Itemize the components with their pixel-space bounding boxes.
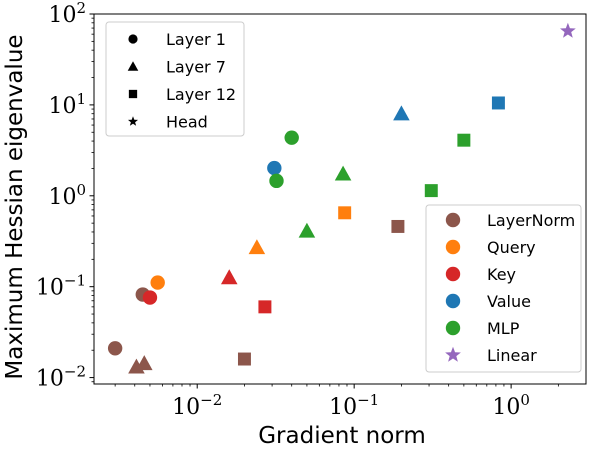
data-point-triangle: [220, 269, 238, 285]
x-axis-label: Gradient norm: [258, 423, 426, 449]
data-point-square: [457, 133, 471, 147]
plot-frame: [93, 13, 587, 385]
color-legend-label: Key: [487, 265, 516, 284]
x-tick-label: 10−2: [172, 391, 222, 420]
axes: 10−2 10−1 100 10−2 10−1 100 101 102: [36, 0, 587, 420]
color-legend-circle-icon: [445, 293, 461, 309]
data-point-circle: [142, 290, 158, 305]
data-point-circle: [284, 130, 299, 145]
color-legend-box: [425, 204, 582, 373]
marker-legend-label: Layer 1: [166, 30, 226, 49]
color-legend-circle-icon: [445, 266, 461, 282]
y-tick-label: 102: [48, 0, 86, 28]
marker-legend-label: Head: [166, 113, 208, 132]
data-point-square: [237, 352, 251, 366]
marker-legend-circle-icon: [128, 34, 138, 44]
marker-legend-square-icon: [128, 89, 138, 99]
data-point-square: [338, 206, 352, 220]
data-point-circle: [107, 341, 123, 356]
y-tick-label: 10−1: [36, 272, 86, 301]
color-legend-circle-icon: [445, 212, 461, 228]
marker-legend-label: Layer 12: [166, 85, 236, 104]
x-tick-label: 10−1: [329, 391, 379, 420]
marker-legend-box: [105, 21, 245, 137]
data-point-triangle: [393, 105, 410, 121]
y-axis-label: Maximum Hessian eigenvalue: [2, 34, 28, 379]
y-tick-label: 10−2: [36, 363, 86, 392]
data-point-square: [424, 184, 438, 198]
marker-legend-triangle-icon: [127, 61, 139, 71]
marker-legend-label: Layer 7: [166, 58, 226, 77]
data-points: [107, 22, 576, 374]
data-point-square: [391, 219, 405, 233]
data-point-triangle: [248, 239, 266, 255]
legends: Layer 1 Layer 7 Layer 12 Head LayerNorm Query…: [105, 21, 582, 373]
data-point-star: [560, 22, 576, 38]
y-tick-label: 101: [48, 90, 86, 119]
data-point-circle: [150, 275, 165, 290]
color-legend-label: LayerNorm: [487, 211, 575, 230]
data-point-square: [491, 96, 505, 110]
data-point-triangle: [298, 222, 316, 238]
color-legend-star-icon: [445, 346, 461, 362]
color-legend-circle-icon: [445, 320, 461, 336]
marker-legend-star-icon: [127, 116, 139, 126]
color-legend-label: Query: [487, 238, 536, 257]
data-point-circle: [267, 160, 282, 176]
color-legend-label: MLP: [487, 319, 520, 338]
data-point-triangle: [334, 165, 352, 181]
color-legend-circle-icon: [445, 239, 461, 255]
x-tick-label: 100: [492, 391, 530, 420]
data-point-circle: [269, 173, 284, 189]
data-point-triangle: [135, 355, 153, 371]
data-point-square: [258, 300, 272, 314]
y-tick-label: 100: [48, 181, 86, 210]
color-legend-label: Value: [487, 292, 531, 311]
color-legend-label: Linear: [487, 346, 537, 365]
